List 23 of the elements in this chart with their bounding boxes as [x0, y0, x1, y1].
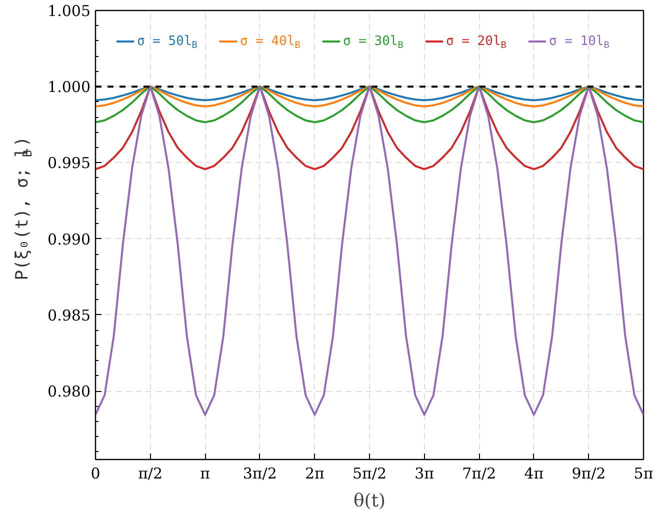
line-series — [96, 86, 644, 416]
line-series — [96, 86, 644, 102]
x-tick-label: 3π — [414, 464, 434, 482]
x-tick-label: 5π — [634, 464, 654, 482]
x-tick-label: 4π — [524, 464, 544, 482]
x-tick-label: 2π — [305, 464, 325, 482]
y-tick-label: 0.985 — [48, 306, 91, 324]
x-tick-label: 0 — [90, 464, 100, 482]
x-tick-label: π/2 — [138, 464, 163, 482]
x-tick-label: 7π/2 — [462, 464, 496, 482]
y-tick-label: 1.005 — [48, 2, 91, 20]
line-series — [96, 86, 644, 124]
y-tick-label: 0.980 — [48, 382, 91, 401]
x-tick-label: 3π/2 — [242, 464, 277, 482]
x-tick-label: 9π/2 — [572, 464, 606, 482]
x-tick-label: π — [200, 464, 210, 482]
y-tick-label: 0.990 — [48, 230, 91, 248]
y-tick-label: 0.995 — [48, 154, 91, 172]
line-series — [96, 86, 644, 108]
y-tick-label: 1.000 — [48, 78, 91, 96]
x-tick-label: 5π/2 — [352, 464, 386, 482]
line-series — [96, 86, 644, 170]
x-axis-title: θ(t) — [353, 490, 386, 512]
